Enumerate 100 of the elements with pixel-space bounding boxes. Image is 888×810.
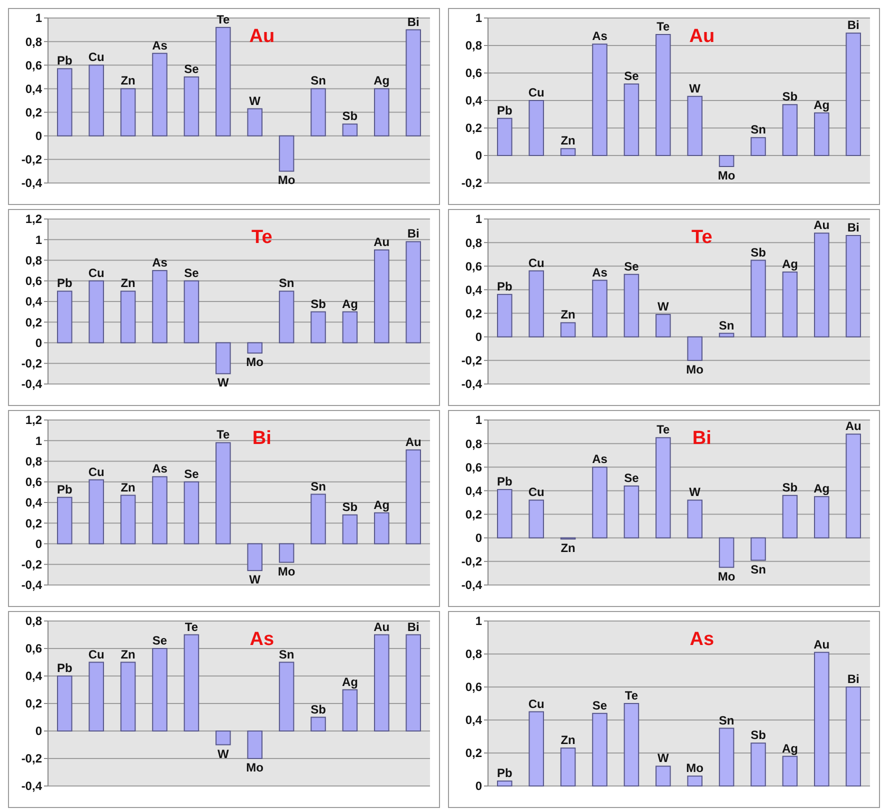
y-tick-label: 0,2: [465, 507, 482, 522]
x-tick-label: Cu: [88, 464, 104, 479]
bar: [120, 88, 136, 136]
bar: [216, 26, 231, 136]
x-tick-label: Cu: [88, 266, 104, 280]
y-tick-label: -0,4: [461, 377, 482, 392]
bar: [406, 449, 421, 544]
bar: [342, 689, 358, 732]
x-tick-label: Bi: [847, 220, 860, 234]
bar: [592, 280, 608, 338]
y-tick-label: -0,4: [21, 578, 42, 592]
x-tick-label: Ag: [814, 98, 830, 112]
y-tick-label: -0,4: [21, 176, 42, 190]
x-tick-label: Te: [656, 422, 670, 437]
bar: [152, 648, 168, 732]
x-tick-label: Bi: [847, 18, 860, 32]
x-tick-label: Au: [845, 419, 862, 434]
y-tick-label: 0,6: [25, 58, 42, 72]
bar: [247, 342, 262, 354]
y-tick-label: 0: [475, 148, 482, 163]
bar: [406, 29, 421, 136]
x-tick-label: Sb: [342, 109, 358, 124]
bar: [592, 44, 608, 156]
x-tick-label: Sn: [718, 713, 734, 728]
x-tick-label: Ag: [342, 674, 358, 689]
bar: [624, 84, 640, 156]
bar: [528, 270, 544, 338]
bar: [528, 711, 544, 786]
bar: [342, 514, 358, 544]
y-tick-label: 0,6: [25, 274, 42, 288]
x-tick-label: Sb: [342, 500, 358, 514]
x-tick-label: Sn: [278, 647, 294, 662]
bar: [216, 730, 231, 746]
x-tick-label: Mo: [686, 362, 704, 376]
bar: [497, 780, 512, 786]
x-tick-label: Se: [624, 259, 640, 274]
bar: [750, 260, 766, 338]
bar: [88, 64, 104, 136]
x-tick-label: Te: [216, 12, 230, 26]
x-tick-label: Sb: [750, 728, 766, 742]
x-tick-label: Cu: [528, 696, 544, 711]
x-tick-label: Au: [814, 218, 830, 232]
y-tick-label: -0,2: [461, 176, 482, 190]
x-tick-label: W: [689, 81, 702, 96]
y-tick-label: 1: [35, 232, 42, 247]
bar: [718, 537, 734, 568]
x-tick-label: Cu: [528, 86, 544, 100]
y-tick-label: -0,2: [461, 554, 482, 569]
y-tick-label: 0,4: [465, 713, 482, 728]
y-tick-label: 1,2: [25, 212, 42, 226]
x-tick-label: Ag: [374, 498, 390, 512]
bar: [814, 496, 830, 538]
bar: [656, 437, 671, 538]
x-tick-label: W: [657, 751, 670, 766]
bar: [120, 494, 136, 544]
x-tick-label: Sb: [750, 245, 766, 260]
x-tick-label: Cu: [528, 485, 544, 500]
x-tick-label: Cu: [88, 647, 104, 662]
x-tick-label: Ag: [374, 74, 390, 88]
x-tick-label: Mo: [686, 761, 704, 776]
y-tick-label: -0,2: [21, 752, 42, 766]
x-tick-label: W: [689, 485, 702, 500]
y-tick-label: 0: [475, 779, 482, 794]
x-tick-label: Ag: [814, 482, 830, 496]
bar: [88, 479, 104, 544]
bar: [406, 241, 421, 344]
x-tick-label: Te: [656, 20, 670, 34]
x-tick-label: Pb: [56, 661, 72, 675]
x-tick-label: Zn: [120, 647, 136, 662]
bar: [846, 434, 861, 538]
x-tick-label: As: [152, 462, 168, 476]
bar: [592, 466, 608, 538]
bar: [782, 104, 798, 156]
bar: [310, 716, 326, 732]
bar: [560, 748, 576, 786]
bar: [152, 52, 168, 136]
bar: [624, 274, 640, 338]
x-tick-label: Zn: [560, 134, 576, 148]
bar: [560, 148, 576, 156]
x-tick-label: W: [249, 94, 262, 108]
y-tick-label: 1,2: [25, 413, 42, 428]
bar: [342, 124, 358, 136]
bar: [718, 728, 734, 786]
x-tick-label: Zn: [120, 480, 136, 494]
bar: [497, 294, 512, 338]
x-tick-label: Mo: [278, 564, 296, 578]
y-tick-label: 0,6: [465, 680, 482, 694]
x-tick-label: Se: [624, 69, 640, 83]
bar: [152, 270, 168, 344]
x-tick-label: Sn: [278, 276, 294, 290]
bar: [750, 537, 766, 561]
bar: [310, 494, 326, 544]
x-tick-label: Cu: [88, 50, 104, 64]
y-tick-label: 0,2: [465, 746, 482, 760]
x-tick-label: Au: [374, 620, 390, 634]
x-tick-label: As: [152, 256, 168, 270]
y-tick-label: 0: [35, 536, 42, 551]
bar: [624, 703, 640, 786]
y-tick-label: -0,2: [461, 354, 482, 368]
bar: [278, 543, 294, 563]
